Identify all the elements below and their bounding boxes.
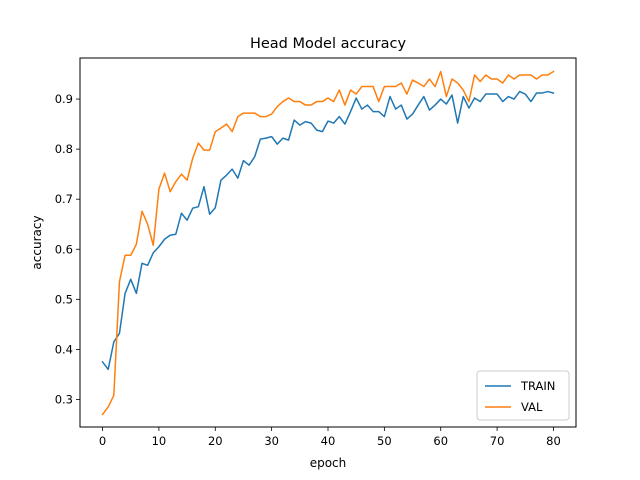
x-tick-label: 40 bbox=[321, 434, 336, 448]
y-tick-label: 0.8 bbox=[55, 142, 73, 156]
x-tick-label: 30 bbox=[264, 434, 279, 448]
y-axis-label: accuracy bbox=[30, 215, 44, 269]
y-tick-label: 0.4 bbox=[55, 342, 73, 356]
chart-title: Head Model accuracy bbox=[250, 36, 407, 52]
legend: TRAIN VAL bbox=[476, 370, 570, 421]
x-tick-label: 10 bbox=[152, 434, 167, 448]
x-tick-label: 0 bbox=[99, 434, 106, 448]
series-line-val bbox=[101, 70, 555, 416]
series-line-train bbox=[101, 90, 555, 371]
y-tick-label: 0.9 bbox=[55, 92, 73, 106]
plot-area bbox=[101, 70, 555, 416]
y-tick-label: 0.3 bbox=[55, 392, 73, 406]
legend-label-val: VAL bbox=[521, 400, 543, 414]
legend-label-train: TRAIN bbox=[520, 379, 555, 393]
x-tick-label: 50 bbox=[377, 434, 392, 448]
y-tick-label: 0.7 bbox=[55, 192, 73, 206]
y-tick-label: 0.5 bbox=[55, 292, 73, 306]
y-tick-label: 0.6 bbox=[55, 242, 73, 256]
x-tick-label: 70 bbox=[490, 434, 505, 448]
x-axis-label: epoch bbox=[310, 456, 347, 470]
x-tick-label: 60 bbox=[433, 434, 448, 448]
x-tick-label: 80 bbox=[546, 434, 561, 448]
x-tick-label: 20 bbox=[208, 434, 223, 448]
